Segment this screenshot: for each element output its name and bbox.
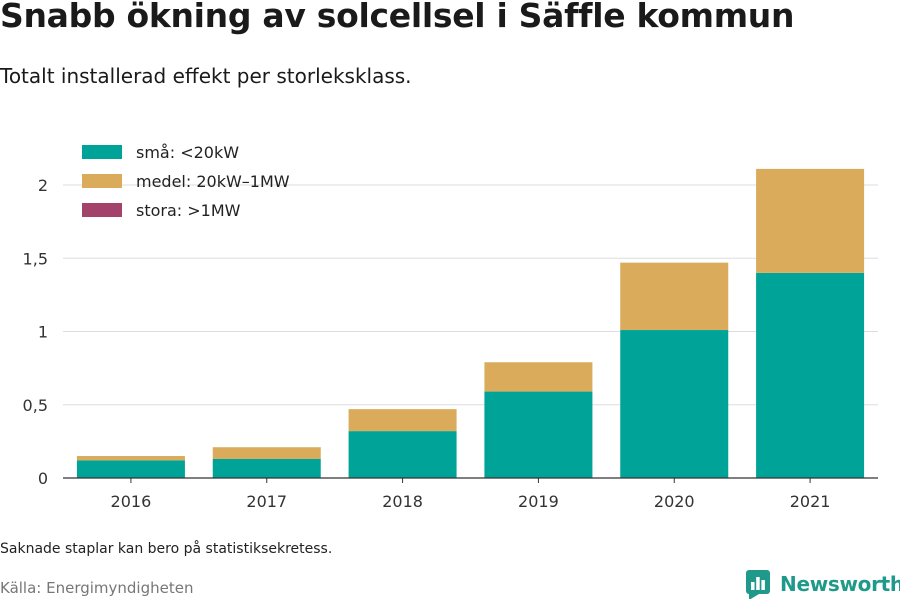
legend-swatch	[82, 145, 122, 159]
bar-segment	[212, 458, 321, 478]
legend: små: <20kW medel: 20kW–1MW stora: >1MW	[82, 143, 290, 220]
bar-segment	[348, 409, 457, 432]
x-tick-label: 2020	[654, 492, 695, 511]
source-label: Källa: Energimyndigheten	[0, 579, 194, 597]
y-tick-label: 0	[38, 469, 48, 488]
footnote: Saknade staplar kan bero på statistiksek…	[0, 541, 333, 557]
bar-segment	[620, 262, 729, 331]
brand-name: Newsworthy	[780, 572, 900, 596]
bars	[76, 168, 865, 478]
bar-segment	[212, 447, 321, 459]
axes: 0 0,5 1 1,5 2 2016 2017 2018 2019 2020 2021	[23, 176, 878, 511]
y-tick-label: 1	[38, 323, 48, 342]
y-tick-label: 1,5	[23, 249, 48, 268]
x-tick-label: 2017	[246, 492, 287, 511]
bar-segment	[620, 330, 729, 478]
x-tick-label: 2021	[790, 492, 831, 511]
gridlines	[63, 184, 878, 406]
x-tick-label: 2019	[518, 492, 559, 511]
legend-label: små: <20kW	[136, 143, 239, 162]
legend-swatch	[82, 203, 122, 217]
chart-subtitle: Totalt installerad effekt per storlekskl…	[0, 64, 412, 88]
chart-title: Snabb ökning av solcellsel i Säffle komm…	[0, 0, 795, 35]
x-tick-label: 2016	[111, 492, 152, 511]
bar-segment	[76, 456, 185, 461]
bar-segment	[76, 460, 185, 478]
legend-swatch	[82, 174, 122, 188]
bar-segment	[348, 431, 457, 478]
legend-label: stora: >1MW	[136, 201, 241, 220]
bar-segment	[756, 272, 865, 478]
y-tick-label: 2	[38, 176, 48, 195]
bar-segment	[756, 168, 865, 273]
bar-segment	[484, 362, 593, 392]
y-tick-label: 0,5	[23, 396, 48, 415]
bar-segment	[484, 391, 593, 478]
x-tick-label: 2018	[382, 492, 423, 511]
bar-chart-logo-icon	[746, 570, 770, 599]
newsworthy-logo: Newsworthy	[745, 569, 900, 599]
legend-label: medel: 20kW–1MW	[136, 172, 290, 191]
